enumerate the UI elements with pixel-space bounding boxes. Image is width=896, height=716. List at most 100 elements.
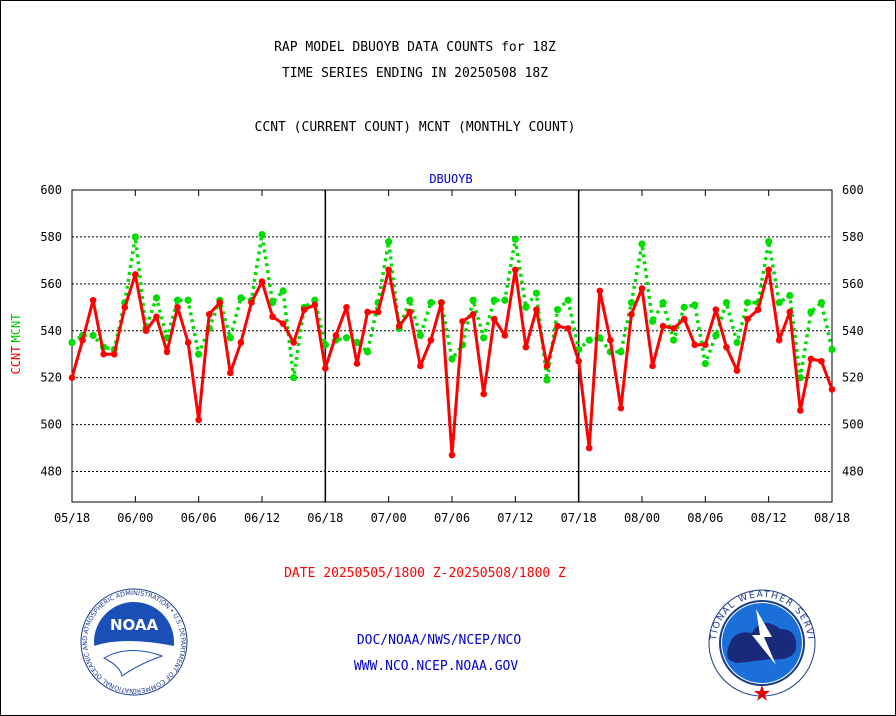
- data-point-ccnt: [395, 322, 403, 330]
- data-point-ccnt: [596, 287, 604, 295]
- data-point-ccnt: [364, 308, 371, 316]
- y-tick-label-left: 500: [40, 418, 62, 432]
- data-point-mcnt: [775, 299, 783, 307]
- data-point-ccnt: [385, 266, 392, 274]
- data-point-mcnt: [184, 296, 192, 304]
- chart-title-line-2: TIME SERIES ENDING IN 20250508 18Z: [281, 66, 549, 81]
- data-point-mcnt: [68, 338, 76, 347]
- y-tick-label-right: 520: [842, 371, 864, 385]
- chart-title-line-1: RAP MODEL DBUOYB DATA COUNTS for 18Z: [274, 40, 556, 55]
- data-point-mcnt: [648, 317, 657, 325]
- data-point-ccnt: [459, 318, 466, 325]
- data-point-mcnt: [691, 301, 699, 309]
- data-point-ccnt: [765, 266, 772, 274]
- y-tick-label-right: 480: [842, 465, 864, 479]
- data-point-ccnt: [216, 299, 224, 306]
- noaa-logo: NOAA NATIONAL OCEANIC AND ATMOSPHERIC AD…: [80, 588, 188, 696]
- website-link[interactable]: WWW.NCO.NCEP.NOAA.GOV: [353, 659, 519, 674]
- data-point-ccnt: [744, 315, 751, 323]
- data-point-ccnt: [269, 313, 276, 320]
- data-point-ccnt: [322, 364, 329, 372]
- data-point-mcnt: [765, 238, 773, 246]
- data-point-mcnt: [511, 235, 519, 243]
- y-tick-label-left: 540: [40, 324, 62, 338]
- data-point-mcnt: [796, 374, 804, 382]
- data-point-mcnt: [501, 296, 509, 304]
- data-point-ccnt: [163, 348, 171, 356]
- data-point-ccnt: [89, 296, 97, 304]
- data-point-ccnt: [237, 339, 245, 346]
- data-point-mcnt: [131, 233, 139, 241]
- data-point-mcnt: [659, 299, 667, 307]
- data-point-ccnt: [775, 336, 783, 344]
- x-tick-label: 06/06: [181, 511, 217, 525]
- data-point-ccnt: [533, 306, 540, 313]
- series-layer: [68, 230, 836, 459]
- data-point-mcnt: [152, 294, 161, 302]
- data-point-ccnt: [638, 285, 646, 292]
- x-tick-label: 08/12: [751, 511, 787, 525]
- data-point-ccnt: [279, 320, 287, 328]
- data-point-ccnt: [417, 362, 424, 370]
- data-point-ccnt: [184, 339, 192, 346]
- data-point-mcnt: [311, 296, 319, 304]
- data-point-mcnt: [490, 296, 498, 304]
- data-point-mcnt: [353, 338, 361, 347]
- data-point-ccnt: [564, 325, 572, 332]
- org-path-label: DOC/NOAA/NWS/NCEP/NCO: [356, 633, 522, 648]
- data-point-ccnt: [227, 369, 234, 377]
- data-point-mcnt: [195, 350, 203, 358]
- data-point-mcnt: [385, 238, 393, 246]
- data-point-mcnt: [363, 348, 372, 356]
- y-tick-label-left: 520: [40, 371, 62, 385]
- data-point-ccnt: [733, 367, 741, 374]
- x-tick-label: 07/06: [434, 511, 470, 525]
- plot-title: DBUOYB: [429, 172, 472, 186]
- data-point-ccnt: [205, 311, 213, 318]
- data-point-ccnt: [343, 303, 350, 311]
- data-point-mcnt: [817, 299, 826, 307]
- data-point-ccnt: [311, 301, 319, 309]
- y-tick-label-left: 480: [40, 465, 62, 479]
- data-point-ccnt: [448, 451, 456, 459]
- data-point-mcnt: [237, 294, 245, 302]
- data-point-ccnt: [754, 306, 762, 313]
- data-point-ccnt: [702, 341, 709, 349]
- data-point-ccnt: [79, 336, 86, 344]
- data-point-mcnt: [733, 338, 741, 347]
- data-point-mcnt: [617, 348, 625, 356]
- data-point-mcnt: [532, 289, 541, 297]
- y-tick-label-right: 600: [842, 183, 864, 197]
- data-point-ccnt: [258, 278, 266, 285]
- data-point-mcnt: [268, 299, 277, 307]
- data-point-ccnt: [680, 315, 688, 323]
- x-tick-label: 07/12: [497, 511, 533, 525]
- data-point-mcnt: [722, 299, 731, 307]
- data-point-ccnt: [522, 343, 530, 351]
- data-point-mcnt: [342, 334, 351, 342]
- data-point-ccnt: [659, 322, 667, 330]
- grid-layer: [72, 190, 832, 502]
- data-point-ccnt: [786, 308, 794, 316]
- data-point-ccnt: [248, 299, 255, 306]
- x-tick-label: 06/00: [117, 511, 153, 525]
- data-point-mcnt: [226, 334, 234, 342]
- x-tick-label: 07/00: [371, 511, 407, 525]
- y-tick-label-right: 500: [842, 418, 864, 432]
- data-point-ccnt: [374, 308, 382, 316]
- x-tick-label: 08/18: [814, 511, 850, 525]
- data-point-mcnt: [543, 376, 551, 384]
- data-point-ccnt: [617, 404, 625, 412]
- data-point-ccnt: [121, 303, 129, 311]
- data-point-mcnt: [173, 296, 182, 304]
- data-point-ccnt: [406, 308, 414, 316]
- data-point-ccnt: [142, 327, 150, 335]
- data-point-ccnt: [607, 336, 614, 344]
- y-tick-label-right: 540: [842, 324, 864, 338]
- data-point-mcnt: [89, 331, 97, 340]
- x-tick-label: 06/18: [307, 511, 343, 525]
- data-point-ccnt: [501, 332, 509, 339]
- data-point-mcnt: [522, 303, 530, 311]
- data-point-ccnt: [469, 311, 477, 318]
- data-point-ccnt: [195, 416, 202, 424]
